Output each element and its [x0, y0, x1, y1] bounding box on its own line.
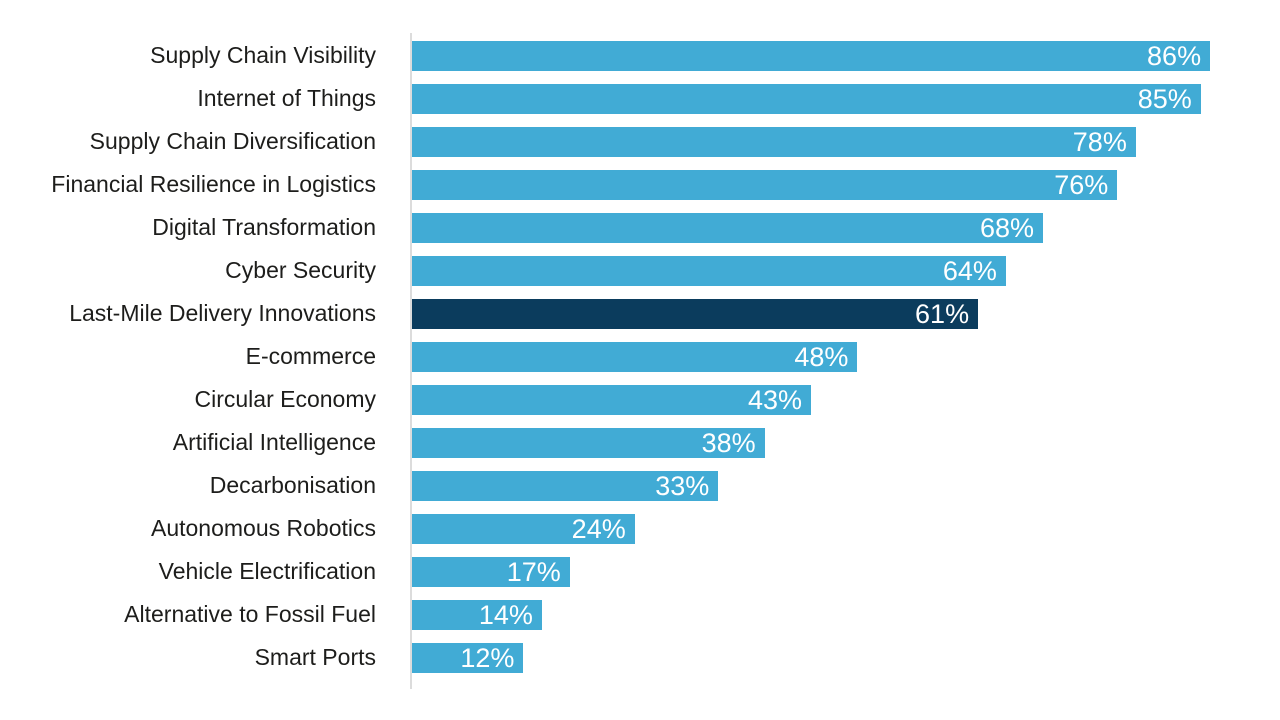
value-label: 48% — [794, 341, 849, 372]
bar-row: Autonomous Robotics 24% — [0, 507, 1280, 550]
bar: 17% — [412, 556, 570, 587]
value-label: 85% — [1137, 83, 1192, 114]
value-label: 14% — [478, 599, 533, 630]
bar-row: Cyber Security 64% — [0, 249, 1280, 292]
y-axis-line — [410, 33, 412, 689]
bar: 86% — [412, 40, 1211, 71]
bar-track: 43% — [412, 384, 1280, 415]
bar-row: Digital Transformation 68% — [0, 206, 1280, 249]
bar-track: 61% — [412, 298, 1280, 329]
bar-track: 86% — [412, 40, 1280, 71]
category-label: Decarbonisation — [209, 471, 376, 498]
value-label: 61% — [915, 298, 970, 329]
bar: 38% — [412, 427, 765, 458]
bar-track: 64% — [412, 255, 1280, 286]
category-label: Vehicle Electrification — [158, 557, 376, 584]
bar-row: Vehicle Electrification 17% — [0, 550, 1280, 593]
value-label: 78% — [1072, 126, 1127, 157]
value-label: 12% — [460, 642, 515, 673]
category-label: Smart Ports — [254, 643, 376, 670]
category-label: Digital Transformation — [152, 213, 376, 240]
category-label: Last-Mile Delivery Innovations — [69, 299, 376, 326]
bar: 43% — [412, 384, 812, 415]
value-label: 64% — [942, 255, 997, 286]
bar: 24% — [412, 513, 635, 544]
bar-track: 76% — [412, 169, 1280, 200]
bar-track: 38% — [412, 427, 1280, 458]
bar-row: Supply Chain Diversification 78% — [0, 120, 1280, 163]
bar-row: Smart Ports 12% — [0, 636, 1280, 679]
bar-row: Financial Resilience in Logistics 76% — [0, 163, 1280, 206]
bar: 76% — [412, 169, 1118, 200]
bar-row: Alternative to Fossil Fuel 14% — [0, 593, 1280, 636]
bar-track: 24% — [412, 513, 1280, 544]
value-label: 86% — [1147, 40, 1202, 71]
value-label: 76% — [1054, 169, 1109, 200]
bar-track: 78% — [412, 126, 1280, 157]
category-label: E-commerce — [245, 342, 376, 369]
value-label: 43% — [747, 384, 803, 415]
bar-row: Internet of Things 85% — [0, 77, 1280, 120]
bar-track: 85% — [412, 83, 1280, 114]
bar-track: 14% — [412, 599, 1280, 630]
value-label: 33% — [655, 470, 710, 501]
category-label: Alternative to Fossil Fuel — [124, 600, 376, 627]
value-label: 24% — [571, 513, 626, 544]
bar: 68% — [412, 212, 1044, 243]
bar-track: 12% — [412, 642, 1280, 673]
value-label: 38% — [701, 427, 756, 458]
value-label: 17% — [506, 556, 561, 587]
bar: 48% — [412, 341, 858, 372]
bar: 85% — [412, 83, 1201, 114]
bar-track: 48% — [412, 341, 1280, 372]
category-label: Financial Resilience in Logistics — [51, 170, 376, 197]
bar-row: Artificial Intelligence 38% — [0, 421, 1280, 464]
bar: 64% — [412, 255, 1006, 286]
bar-highlighted: 61% — [412, 298, 979, 329]
category-label: Circular Economy — [194, 385, 377, 412]
bar-track: 17% — [412, 556, 1280, 587]
bar-rows-container: Supply Chain Visibility 86% Internet of Th… — [0, 34, 1280, 679]
bar-row: Last-Mile Delivery Innovations 61% — [0, 292, 1280, 335]
category-label: Cyber Security — [225, 256, 376, 283]
bar-row: E-commerce 48% — [0, 335, 1280, 378]
bar-row: Circular Economy 43% — [0, 378, 1280, 421]
bar: 12% — [412, 642, 524, 673]
bar-track: 68% — [412, 212, 1280, 243]
value-label: 68% — [979, 212, 1035, 243]
bar-track: 33% — [412, 470, 1280, 501]
category-label: Supply Chain Visibility — [150, 41, 376, 68]
category-label: Autonomous Robotics — [150, 514, 376, 541]
bar: 78% — [412, 126, 1136, 157]
bar-row: Decarbonisation 33% — [0, 464, 1280, 507]
category-label: Supply Chain Diversification — [89, 127, 376, 154]
bar: 33% — [412, 470, 719, 501]
category-label: Internet of Things — [197, 84, 376, 111]
bar-row: Supply Chain Visibility 86% — [0, 34, 1280, 77]
bar: 14% — [412, 599, 542, 630]
category-label: Artificial Intelligence — [172, 428, 376, 455]
